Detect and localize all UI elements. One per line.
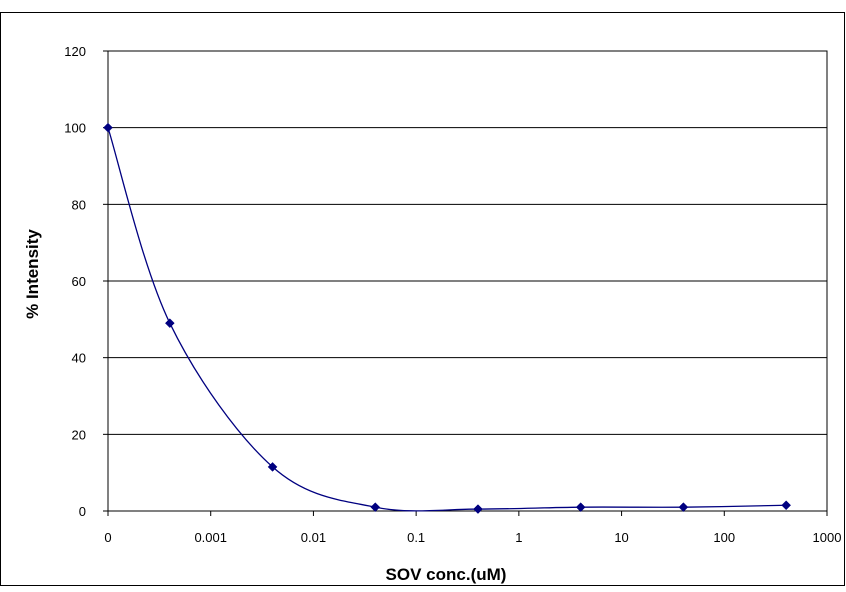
y-axis-title: % Intensity [23, 229, 42, 319]
y-axis-ticks: 0 20 40 60 80 100 120 [64, 44, 108, 519]
y-tick-label: 120 [64, 44, 86, 59]
x-axis-title: SOV conc.(uM) [386, 565, 507, 584]
data-point-marker [781, 500, 791, 511]
y-tick-label: 0 [79, 504, 86, 519]
data-point-marker [678, 502, 689, 513]
x-tick-label: 1000 [813, 530, 842, 545]
data-point-marker [267, 462, 278, 472]
data-point-marker [103, 122, 113, 133]
data-point-marker [164, 318, 175, 329]
chart-border [0, 12, 845, 586]
x-tick-label: 10 [614, 530, 628, 545]
x-axis-ticks: 0 0.001 0.01 0.1 1 10 100 1000 [104, 511, 841, 545]
data-point-marker [473, 504, 483, 514]
data-point-marker [575, 502, 586, 513]
x-tick-label: 0.1 [407, 530, 425, 545]
data-point-marker [370, 502, 381, 513]
y-tick-label: 20 [72, 427, 86, 442]
x-tick-label: 0.01 [301, 530, 326, 545]
y-tick-label: 100 [64, 121, 86, 136]
x-tick-label: 1 [515, 530, 522, 545]
x-tick-label: 100 [713, 530, 735, 545]
y-tick-label: 80 [72, 197, 86, 212]
x-tick-label: 0 [104, 530, 111, 545]
y-tick-label: 60 [72, 274, 86, 289]
x-tick-label: 0.001 [194, 530, 227, 545]
y-tick-label: 40 [72, 351, 86, 366]
series-markers [103, 122, 791, 514]
